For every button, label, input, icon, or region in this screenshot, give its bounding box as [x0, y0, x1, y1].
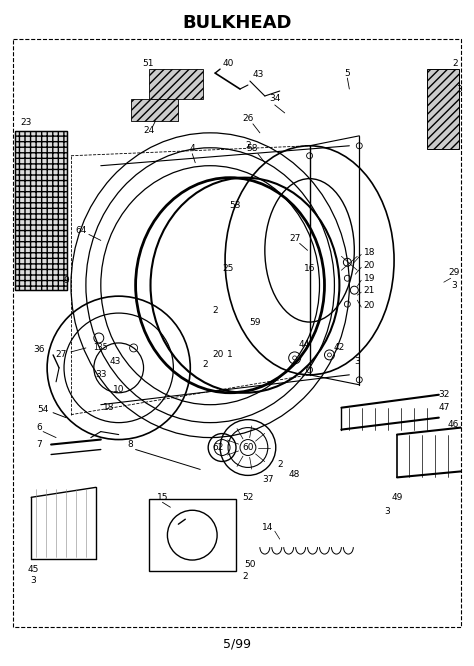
- Text: 47: 47: [438, 403, 449, 412]
- Text: 3: 3: [384, 507, 390, 515]
- Text: 2: 2: [212, 306, 218, 314]
- Text: 2: 2: [277, 460, 283, 469]
- Text: 26: 26: [242, 115, 254, 123]
- Text: 37: 37: [262, 475, 273, 484]
- Text: 27: 27: [289, 234, 301, 243]
- Text: 3: 3: [456, 85, 462, 93]
- Bar: [15, 131, 67, 290]
- Text: 58: 58: [246, 145, 258, 153]
- Text: 43: 43: [252, 69, 264, 79]
- Text: 23: 23: [20, 119, 32, 127]
- Text: 32: 32: [438, 390, 449, 399]
- Text: 49: 49: [392, 493, 403, 501]
- Text: 16: 16: [304, 264, 315, 273]
- Text: 2: 2: [245, 141, 251, 151]
- Text: 135: 135: [93, 344, 108, 352]
- Text: 8: 8: [128, 440, 134, 449]
- Text: 2: 2: [242, 573, 248, 581]
- Text: 62: 62: [212, 443, 224, 452]
- Text: 53: 53: [229, 201, 241, 210]
- Text: 51: 51: [143, 59, 154, 68]
- Text: 44: 44: [299, 340, 310, 350]
- Text: 48: 48: [289, 470, 301, 479]
- Text: 34: 34: [269, 95, 281, 103]
- Text: 19: 19: [364, 274, 375, 283]
- Bar: [131, 99, 178, 121]
- Text: 36: 36: [33, 346, 45, 354]
- Text: 33: 33: [95, 370, 107, 380]
- Text: 59: 59: [249, 318, 261, 326]
- Text: 52: 52: [242, 493, 254, 501]
- Text: 60: 60: [242, 443, 254, 452]
- Text: 10: 10: [113, 385, 125, 394]
- Text: 25: 25: [222, 264, 234, 273]
- Text: 64: 64: [75, 226, 87, 235]
- Bar: [13, 39, 461, 627]
- Text: 54: 54: [37, 405, 49, 414]
- Text: 3: 3: [451, 280, 456, 290]
- Text: 18: 18: [364, 248, 375, 257]
- Text: 6: 6: [36, 423, 42, 432]
- Text: 20: 20: [212, 350, 224, 360]
- Text: 7: 7: [36, 440, 42, 449]
- Bar: [148, 500, 236, 571]
- Bar: [15, 131, 67, 290]
- Text: 29: 29: [448, 268, 459, 277]
- Text: 2: 2: [452, 59, 457, 68]
- Text: 27: 27: [55, 350, 67, 360]
- Text: 45: 45: [27, 565, 39, 573]
- Text: 21: 21: [364, 286, 375, 294]
- Text: 1: 1: [227, 350, 233, 360]
- Text: 2: 2: [202, 360, 208, 370]
- Text: 4: 4: [190, 145, 195, 153]
- Bar: [148, 69, 203, 99]
- Text: 50: 50: [244, 559, 255, 569]
- Text: 42: 42: [334, 344, 345, 352]
- Text: 20: 20: [364, 300, 375, 310]
- Text: 18: 18: [103, 403, 115, 412]
- Text: 15: 15: [157, 493, 168, 501]
- Text: BULKHEAD: BULKHEAD: [182, 14, 292, 32]
- Bar: [427, 69, 459, 149]
- Text: 40: 40: [222, 59, 234, 68]
- Text: 20: 20: [364, 261, 375, 270]
- Text: 14: 14: [262, 523, 273, 531]
- Text: 9: 9: [63, 276, 69, 285]
- Text: 46: 46: [448, 420, 459, 429]
- Text: 3: 3: [355, 358, 360, 366]
- Text: 3: 3: [30, 577, 36, 585]
- Text: 5: 5: [345, 69, 350, 77]
- Text: 43: 43: [110, 358, 121, 366]
- Text: 5/99: 5/99: [223, 637, 251, 650]
- Text: 24: 24: [143, 127, 154, 135]
